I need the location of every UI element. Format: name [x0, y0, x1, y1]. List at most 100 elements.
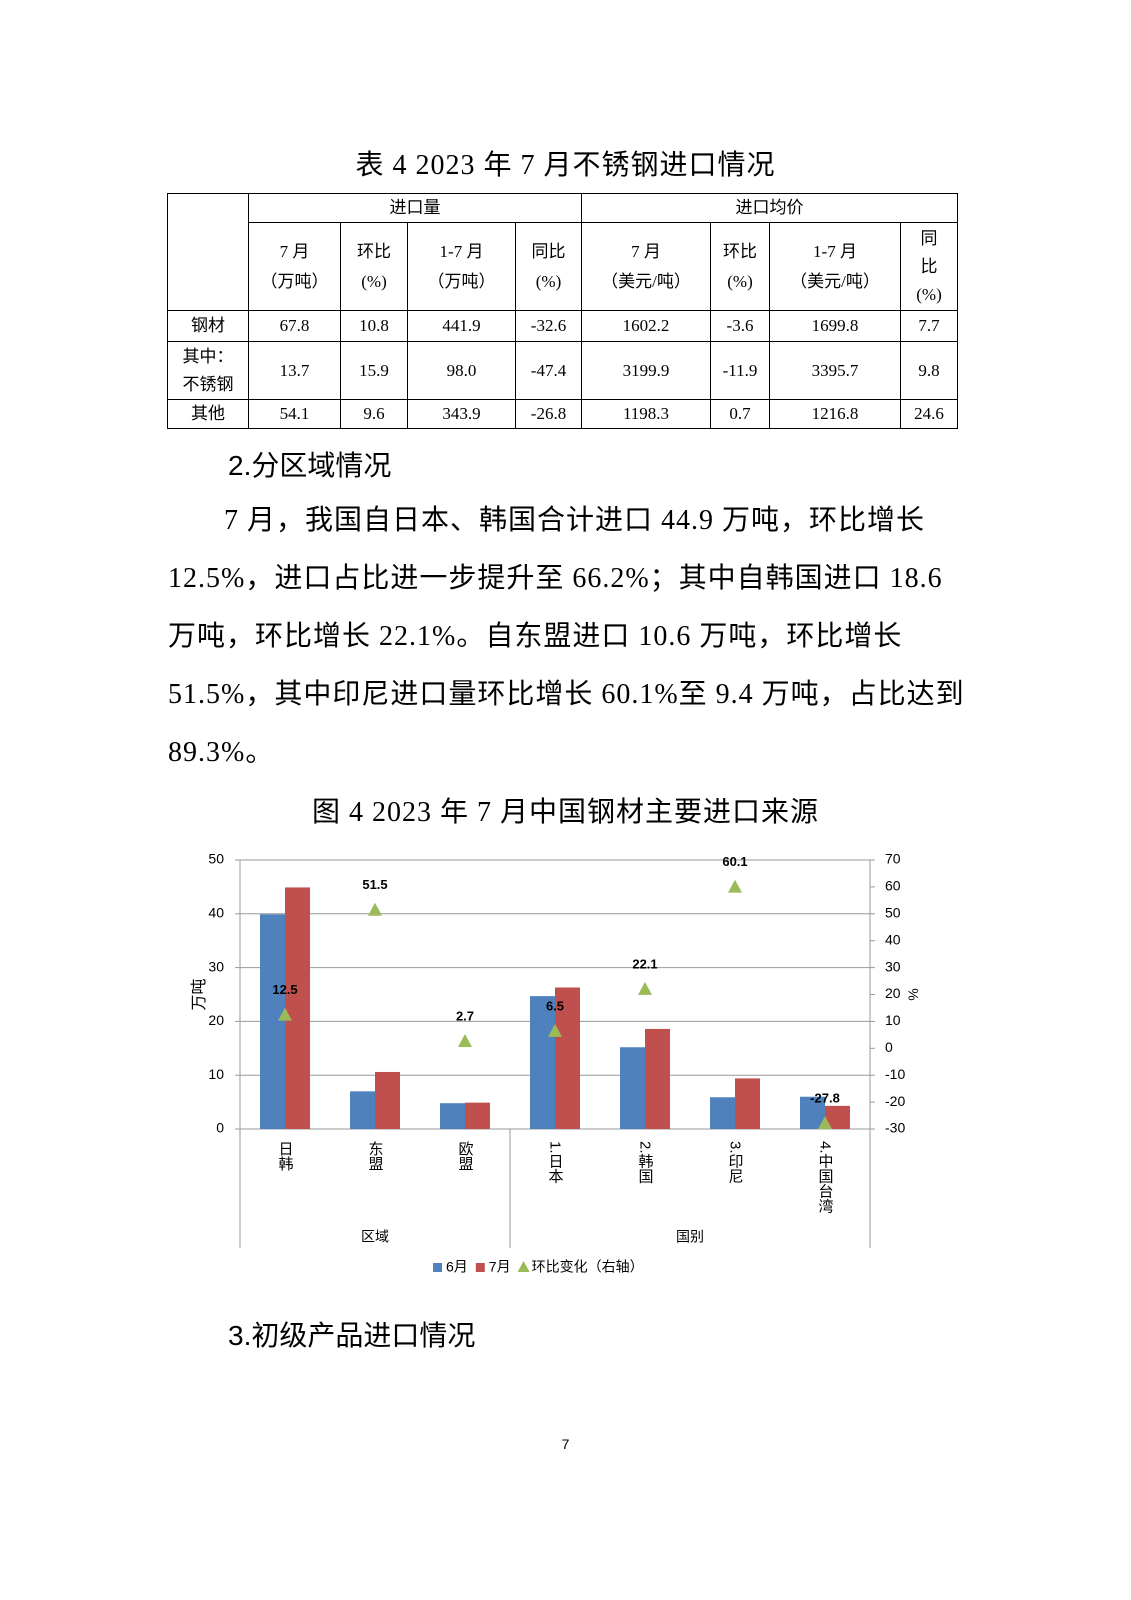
cell-text: 1-7 月 [439, 241, 484, 261]
cell: -3.6 [710, 310, 770, 342]
data-label: 6.5 [546, 998, 564, 1013]
cell: -11.9 [710, 341, 770, 400]
bar [465, 1102, 490, 1129]
cell-text: 钢材 [191, 316, 225, 335]
group-label: 区域 [361, 1229, 389, 1245]
cell-text: 环比 [357, 241, 391, 261]
legend-swatch [433, 1263, 442, 1272]
cell: 1216.8 [769, 399, 901, 429]
data-label: 12.5 [272, 982, 297, 997]
cell-text: (%) [727, 271, 753, 291]
bar [555, 987, 580, 1129]
cell-text: 同比 [531, 241, 566, 261]
marker [818, 1116, 832, 1130]
cell: 1699.8 [769, 310, 901, 342]
legend-label: 7月 [489, 1259, 511, 1275]
corner-cell [167, 193, 249, 311]
cell-text: 1-7 月 [813, 241, 857, 261]
table: 进口量 进口均价 7 月（万吨） 环比 (%) 1-7 月（万吨） 同比 (%) 7 月（美元/… [167, 193, 958, 429]
row-label: 钢材 [167, 310, 249, 342]
cell-text: （万吨） [427, 271, 496, 291]
legend-swatch [475, 1263, 485, 1272]
cell: 67.8 [248, 310, 341, 342]
marker [368, 902, 382, 916]
cell: 24.6 [900, 399, 958, 429]
x-tick-label: 2.韩国 [637, 1141, 654, 1184]
bar [440, 1103, 465, 1129]
data-label: 51.5 [362, 877, 387, 892]
cell: 1602.2 [581, 310, 711, 342]
data-row: 其中： 不锈钢 13.7 15.9 98.0 -47.4 3199.9 -11.9 3395.7… [167, 341, 958, 400]
bar [260, 914, 285, 1129]
cell-text: 7 月 [279, 241, 310, 261]
column-header: 1-7 月 （万吨） [407, 222, 516, 311]
y-tick-label: 30 [208, 958, 224, 974]
column-header: 7 月 （美元/吨） [581, 222, 711, 311]
section-heading: 2.分区域情况 [228, 450, 392, 481]
group-header: 进口量 [248, 193, 582, 223]
chart-title: 图 4 2023 年 7 月中国钢材主要进口来源 [311, 797, 819, 828]
y2-axis-label: % [905, 988, 921, 1000]
cell: 15.9 [340, 341, 408, 400]
data-label: 2.7 [456, 1008, 474, 1023]
cell-text: 其他 [191, 404, 225, 423]
y2-tick-label: -30 [885, 1120, 905, 1136]
legend-label: 6月 [446, 1259, 468, 1275]
legend-swatch [517, 1261, 530, 1272]
y2-tick-label: 50 [885, 905, 901, 921]
marker [458, 1034, 472, 1048]
cell-text: 其中： [182, 346, 234, 366]
bar [620, 1047, 645, 1129]
cell: 343.9 [407, 399, 516, 429]
bar [735, 1078, 760, 1129]
cell: 3395.7 [769, 341, 901, 400]
bar [710, 1097, 735, 1129]
cell: 13.7 [248, 341, 341, 400]
cell: 9.8 [900, 341, 958, 400]
cell-text: 不锈钢 [182, 374, 234, 394]
y2-tick-label: -20 [885, 1093, 905, 1109]
column-header: 1-7 月 （美元/吨） [769, 222, 901, 311]
bar [530, 996, 555, 1129]
x-tick-label: 4.中国台湾 [817, 1141, 834, 1214]
cell-text: 7 月 [631, 241, 661, 261]
y-axis-label: 万吨 [190, 978, 208, 1010]
cell-text: 同 [920, 228, 938, 248]
cell: 7.7 [900, 310, 958, 342]
y2-tick-label: 40 [885, 931, 901, 947]
cell: 441.9 [407, 310, 516, 342]
marker [548, 1023, 562, 1037]
data-label: -27.8 [810, 1091, 840, 1106]
y2-tick-label: 10 [885, 1012, 901, 1028]
data-label: 60.1 [722, 854, 747, 869]
bar [800, 1096, 825, 1129]
cell-text: 比 [920, 256, 938, 276]
x-tick-label: 1.日本 [547, 1141, 564, 1184]
y-tick-label: 40 [208, 905, 224, 921]
column-header: 环比 (%) [710, 222, 770, 311]
marker [728, 879, 742, 893]
marker [638, 981, 652, 995]
chart: 0 10 20 30 40 50 -30 -20 -10 0 10 20 30 40 50 60 70 区域 国别 万… [190, 851, 921, 1275]
cell-text: （美元/吨） [790, 271, 880, 291]
y-tick-label: 20 [208, 1012, 224, 1028]
cell: 98.0 [407, 341, 516, 400]
bar [285, 887, 310, 1129]
data-row: 钢材 67.8 10.8 441.9 -32.6 1602.2 -3.6 1699.8 7.7 [167, 310, 958, 342]
y2-tick-label: 20 [885, 985, 901, 1001]
group-label: 国别 [676, 1229, 704, 1245]
column-header: 同比 (%) [900, 222, 958, 311]
legend-label: 环比变化（右轴） [532, 1259, 644, 1275]
x-tick-label: 东盟 [367, 1141, 384, 1171]
bar [350, 1091, 375, 1129]
column-header: 环比 (%) [340, 222, 408, 311]
cell: -32.6 [515, 310, 582, 342]
table-title: 表 4 2023 年 7 月不锈钢进口情况 [355, 150, 776, 181]
cell-text: （美元/吨） [601, 271, 691, 291]
header-row: 进口量 进口均价 [167, 193, 958, 311]
cell-text: （万吨） [260, 271, 329, 291]
data-label: 22.1 [632, 956, 657, 971]
bar [645, 1028, 670, 1129]
y2-tick-label: 30 [885, 958, 901, 974]
